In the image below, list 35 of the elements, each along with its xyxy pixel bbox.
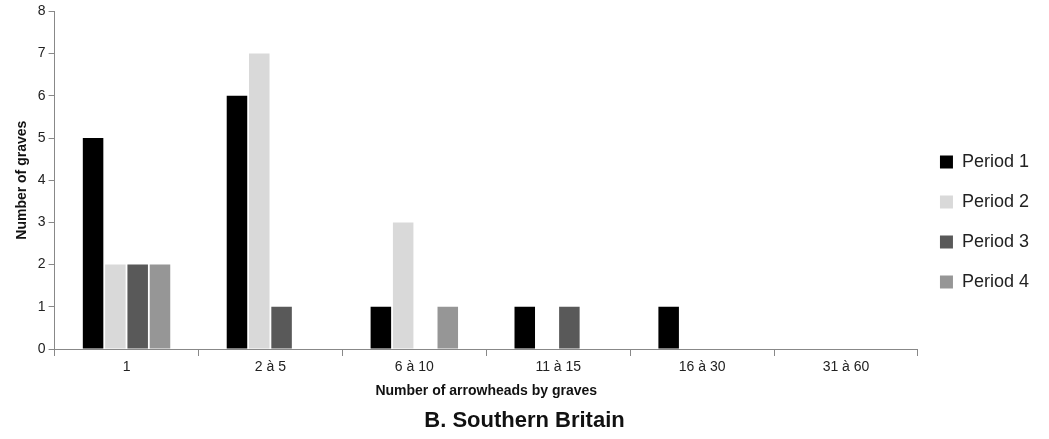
bar	[370, 306, 392, 349]
bar	[658, 306, 679, 349]
y-tick-label: 5	[37, 128, 46, 145]
legend-label: Period 3	[961, 230, 1029, 251]
legend-label: Period 2	[961, 190, 1029, 211]
bar	[437, 306, 459, 349]
x-tick-label: 1	[122, 358, 131, 375]
y-tick-label: 8	[37, 2, 46, 19]
bar	[271, 306, 292, 349]
y-axis-title: Number of graves	[13, 120, 30, 240]
x-tick-label: 6 à 10	[394, 358, 434, 375]
x-axis-title: Number of arrowheads by graves	[375, 382, 598, 399]
bar	[149, 264, 171, 349]
bar	[226, 95, 248, 349]
x-tick-label: 11 à 15	[535, 358, 582, 375]
y-tick-label: 1	[37, 297, 46, 314]
y-tick-label: 2	[37, 255, 46, 272]
x-tick-label: 31 à 60	[822, 358, 870, 375]
bar	[82, 138, 104, 349]
bar	[127, 264, 148, 349]
y-tick-label: 4	[37, 171, 46, 188]
y-tick-label: 6	[37, 86, 46, 103]
legend-label: Period 1	[961, 150, 1029, 171]
y-tick-label: 7	[37, 44, 46, 61]
bar	[559, 306, 580, 349]
bar	[514, 306, 536, 349]
y-tick-label: 3	[37, 213, 46, 230]
bar	[105, 264, 126, 349]
x-tick-label: 2 à 5	[254, 358, 287, 375]
bar	[249, 53, 270, 349]
bar	[392, 222, 414, 349]
x-tick-label: 16 à 30	[678, 358, 726, 375]
y-tick-label: 0	[37, 339, 46, 356]
text: B. Southern Britain	[424, 406, 625, 432]
legend-label: Period 4	[961, 270, 1029, 291]
